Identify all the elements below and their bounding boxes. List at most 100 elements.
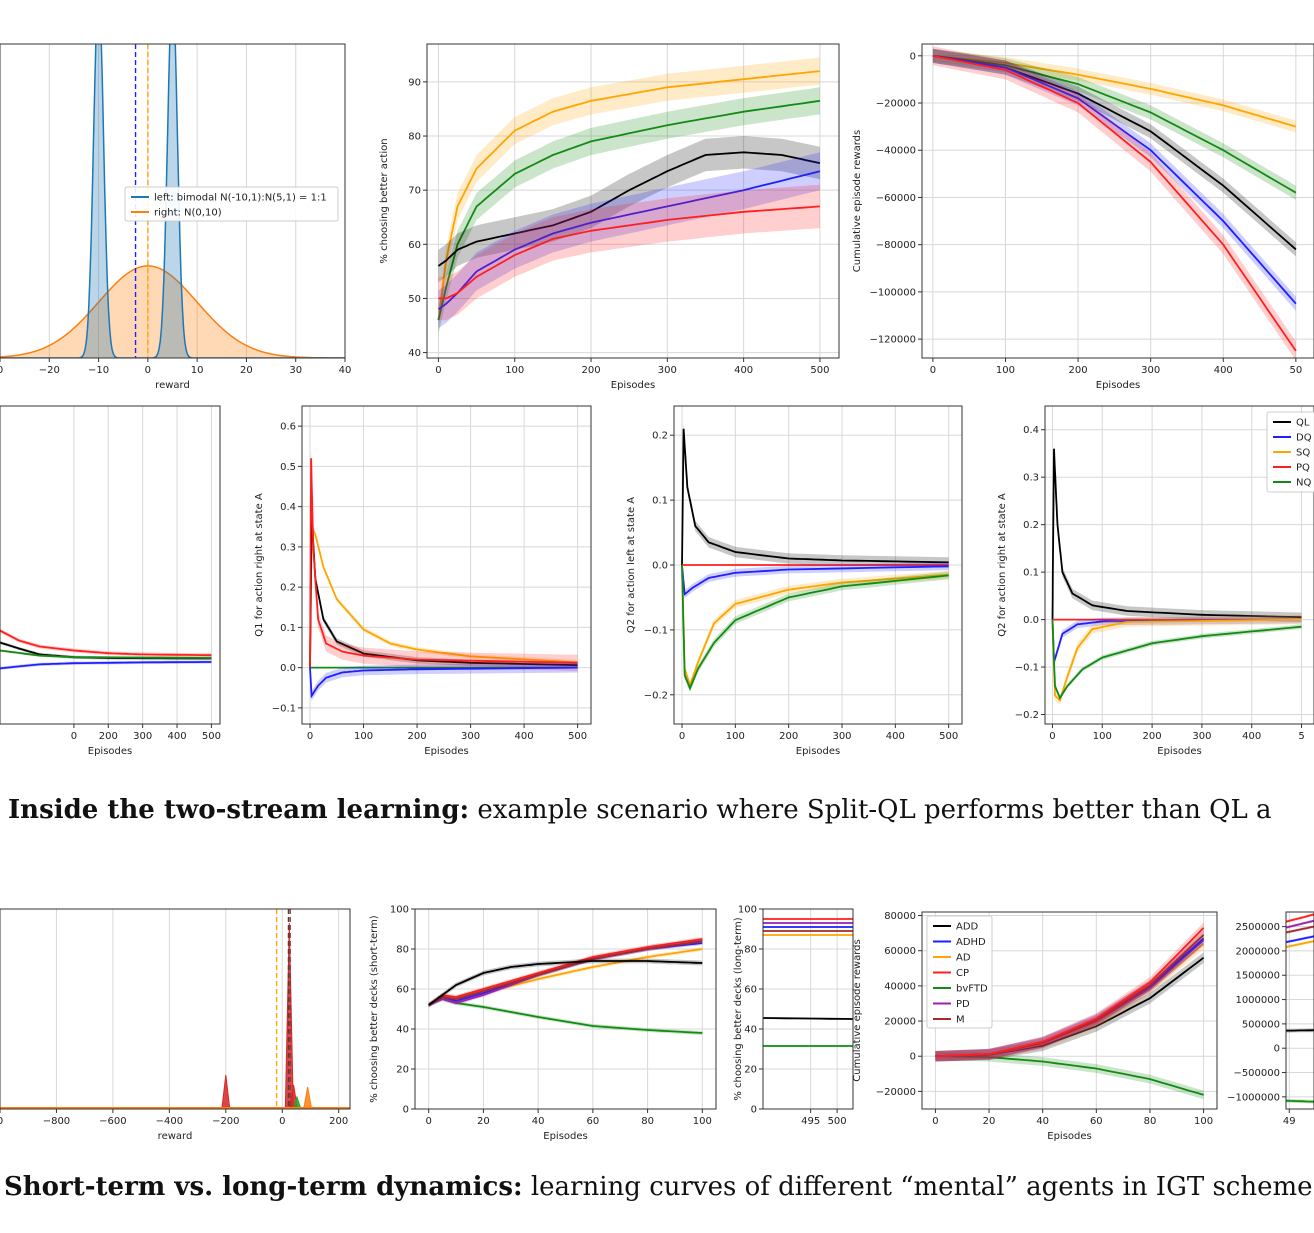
chart-q1-left-svg: 0 200 300 400 500 Episodes bbox=[0, 405, 221, 757]
x-tick-label: 500 bbox=[828, 1116, 847, 1127]
y-tick-label: 100 bbox=[390, 905, 409, 916]
series-band-NQL bbox=[438, 87, 820, 334]
legend-label: PD bbox=[956, 999, 970, 1010]
legend-label: ADHD bbox=[956, 937, 986, 948]
spike bbox=[292, 1095, 302, 1109]
series-line-SQL bbox=[932, 54, 1297, 128]
y-axis-label: % choosing better decks (short-term) bbox=[369, 915, 380, 1103]
series-line-SQL bbox=[437, 70, 820, 321]
y-tick-label: 1000000 bbox=[1235, 995, 1280, 1006]
series-line-PQL bbox=[309, 458, 578, 668]
x-tick-label: 400 bbox=[886, 731, 905, 742]
x-tick-label: 100 bbox=[505, 365, 524, 376]
series-line-M bbox=[1286, 925, 1314, 934]
series-band-PQL bbox=[438, 184, 820, 321]
y-tick-label: 70 bbox=[408, 186, 421, 197]
y-tick-label: 0.4 bbox=[280, 502, 296, 513]
series-line-CP bbox=[428, 938, 703, 1006]
axes-frame bbox=[1044, 405, 1314, 725]
y-tick-label: 40 bbox=[744, 1025, 757, 1036]
x-tick-label: 80 bbox=[641, 1116, 654, 1127]
y-tick-label: 0.5 bbox=[280, 462, 296, 473]
x-tick-label: 40 bbox=[532, 1116, 545, 1127]
y-axis-label: Q2 for action left at state A bbox=[626, 497, 637, 633]
legend-label: AD bbox=[956, 953, 971, 964]
x-tick-label: 0 bbox=[1049, 731, 1055, 742]
axes-frame bbox=[1285, 911, 1314, 1110]
x-tick-label: 100 bbox=[1194, 1116, 1213, 1127]
series-band-DQL bbox=[310, 662, 578, 701]
caption-text: example scenario where Split-QL performs… bbox=[469, 795, 1272, 825]
chart-better-action: 0 100 200 300 400 500 40 50 60 70 80 90 Episodes % ch… bbox=[375, 30, 855, 400]
chart-q2-right-svg: 0 100 200 300 400 5 −0.2 −0.1 0.0 0.1 0.2 0.3 0.4 Epi… bbox=[997, 405, 1314, 757]
y-tick-label: 500000 bbox=[1242, 1019, 1280, 1030]
x-tick-label: 5 bbox=[1298, 731, 1304, 742]
axes-frame bbox=[0, 43, 346, 359]
axes-frame bbox=[301, 405, 592, 725]
axes-frame bbox=[426, 43, 840, 359]
series-line-PD bbox=[1286, 919, 1314, 929]
x-tick-label: −800 bbox=[43, 1116, 70, 1127]
plot-area bbox=[922, 44, 1314, 358]
y-tick-label: 0.4 bbox=[1023, 425, 1039, 436]
series-line-DQL bbox=[0, 661, 212, 670]
axes-frame bbox=[414, 908, 717, 1110]
y-tick-label: 0 bbox=[910, 1052, 916, 1063]
y-tick-label: 1500000 bbox=[1235, 971, 1280, 982]
y-tick-label: 0.2 bbox=[652, 431, 668, 442]
x-tick-label: 200 bbox=[779, 731, 798, 742]
series-line-PQL bbox=[932, 54, 1297, 352]
y-tick-label: 80 bbox=[396, 945, 409, 956]
y-tick-label: 2000000 bbox=[1235, 946, 1280, 957]
series-line-CP bbox=[1286, 913, 1314, 923]
dist-right-line bbox=[0, 265, 345, 358]
figure-caption-two-stream: Inside the two-stream learning: example … bbox=[8, 795, 1272, 825]
series-line-QL bbox=[681, 428, 949, 566]
y-axis-label: Q1 for action right at state A bbox=[254, 493, 265, 637]
y-tick-label: 0.6 bbox=[280, 422, 296, 433]
spike bbox=[303, 1086, 313, 1109]
chart-q1-left: 0 200 300 400 500 Episodes bbox=[0, 395, 240, 765]
x-tick-label: 100 bbox=[354, 731, 373, 742]
legend-label: bvFTD bbox=[956, 984, 988, 995]
chart-igt-cumulative: 0 20 40 60 80 100 −20000 0 20000 40000 60000 80000 E… bbox=[845, 895, 1230, 1155]
series-line-bvFTD bbox=[935, 1055, 1204, 1096]
series-line-ADD bbox=[1286, 1029, 1314, 1032]
y-tick-label: 40 bbox=[396, 1025, 409, 1036]
x-tick-label: 0 bbox=[279, 1116, 285, 1127]
y-tick-label: −40000 bbox=[876, 146, 916, 157]
y-tick-label: 2500000 bbox=[1235, 922, 1280, 933]
chart-cumulative-rewards-svg: 0 100 200 300 400 500−20000−40000−60000−80000… bbox=[852, 43, 1314, 391]
y-tick-label: 0.2 bbox=[280, 583, 296, 594]
x-tick-label: 100 bbox=[693, 1116, 712, 1127]
x-tick-label: 400 bbox=[734, 365, 753, 376]
series-line-ADD bbox=[763, 1017, 853, 1020]
legend-label: PQ bbox=[1296, 463, 1310, 474]
caption-lead: Inside the two-stream learning: bbox=[8, 795, 470, 825]
x-tick-label: 400 bbox=[1214, 365, 1233, 376]
legend-box bbox=[124, 186, 339, 222]
x-tick-label: 300 bbox=[1141, 365, 1160, 376]
x-axis-label: Episodes bbox=[88, 746, 132, 757]
x-tick-label: 0 bbox=[930, 365, 936, 376]
y-tick-label: −60000 bbox=[876, 193, 916, 204]
y-tick-label: −0.1 bbox=[1015, 663, 1039, 674]
chart-igt-cumulative-long: 49 −1000000 −500000 0 500000 1000000 1500000 20… bbox=[1227, 895, 1314, 1155]
x-tick-label: 20 bbox=[477, 1116, 490, 1127]
dist-left-fill bbox=[0, 44, 345, 358]
legend-label: DQ bbox=[1296, 433, 1312, 444]
y-tick-label: 0 bbox=[403, 1105, 409, 1116]
plot-area bbox=[0, 44, 345, 358]
y-tick-label: 60 bbox=[408, 240, 421, 251]
x-tick-label: 500 bbox=[202, 731, 221, 742]
chart-long-term: 495 500 0 20 40 60 80 100% choosing better deck… bbox=[733, 895, 860, 1155]
y-tick-label: 0.1 bbox=[652, 496, 668, 507]
x-tick-label: 20 bbox=[983, 1116, 996, 1127]
series-band-ADHD bbox=[935, 933, 1204, 1062]
y-tick-label: 80 bbox=[744, 945, 757, 956]
x-axis-label: Episodes bbox=[543, 1131, 587, 1142]
x-axis-label: Episodes bbox=[611, 380, 655, 391]
y-tick-label: 0.1 bbox=[1023, 568, 1039, 579]
y-tick-label: 20 bbox=[396, 1065, 409, 1076]
series-band-CP bbox=[935, 922, 1204, 1062]
